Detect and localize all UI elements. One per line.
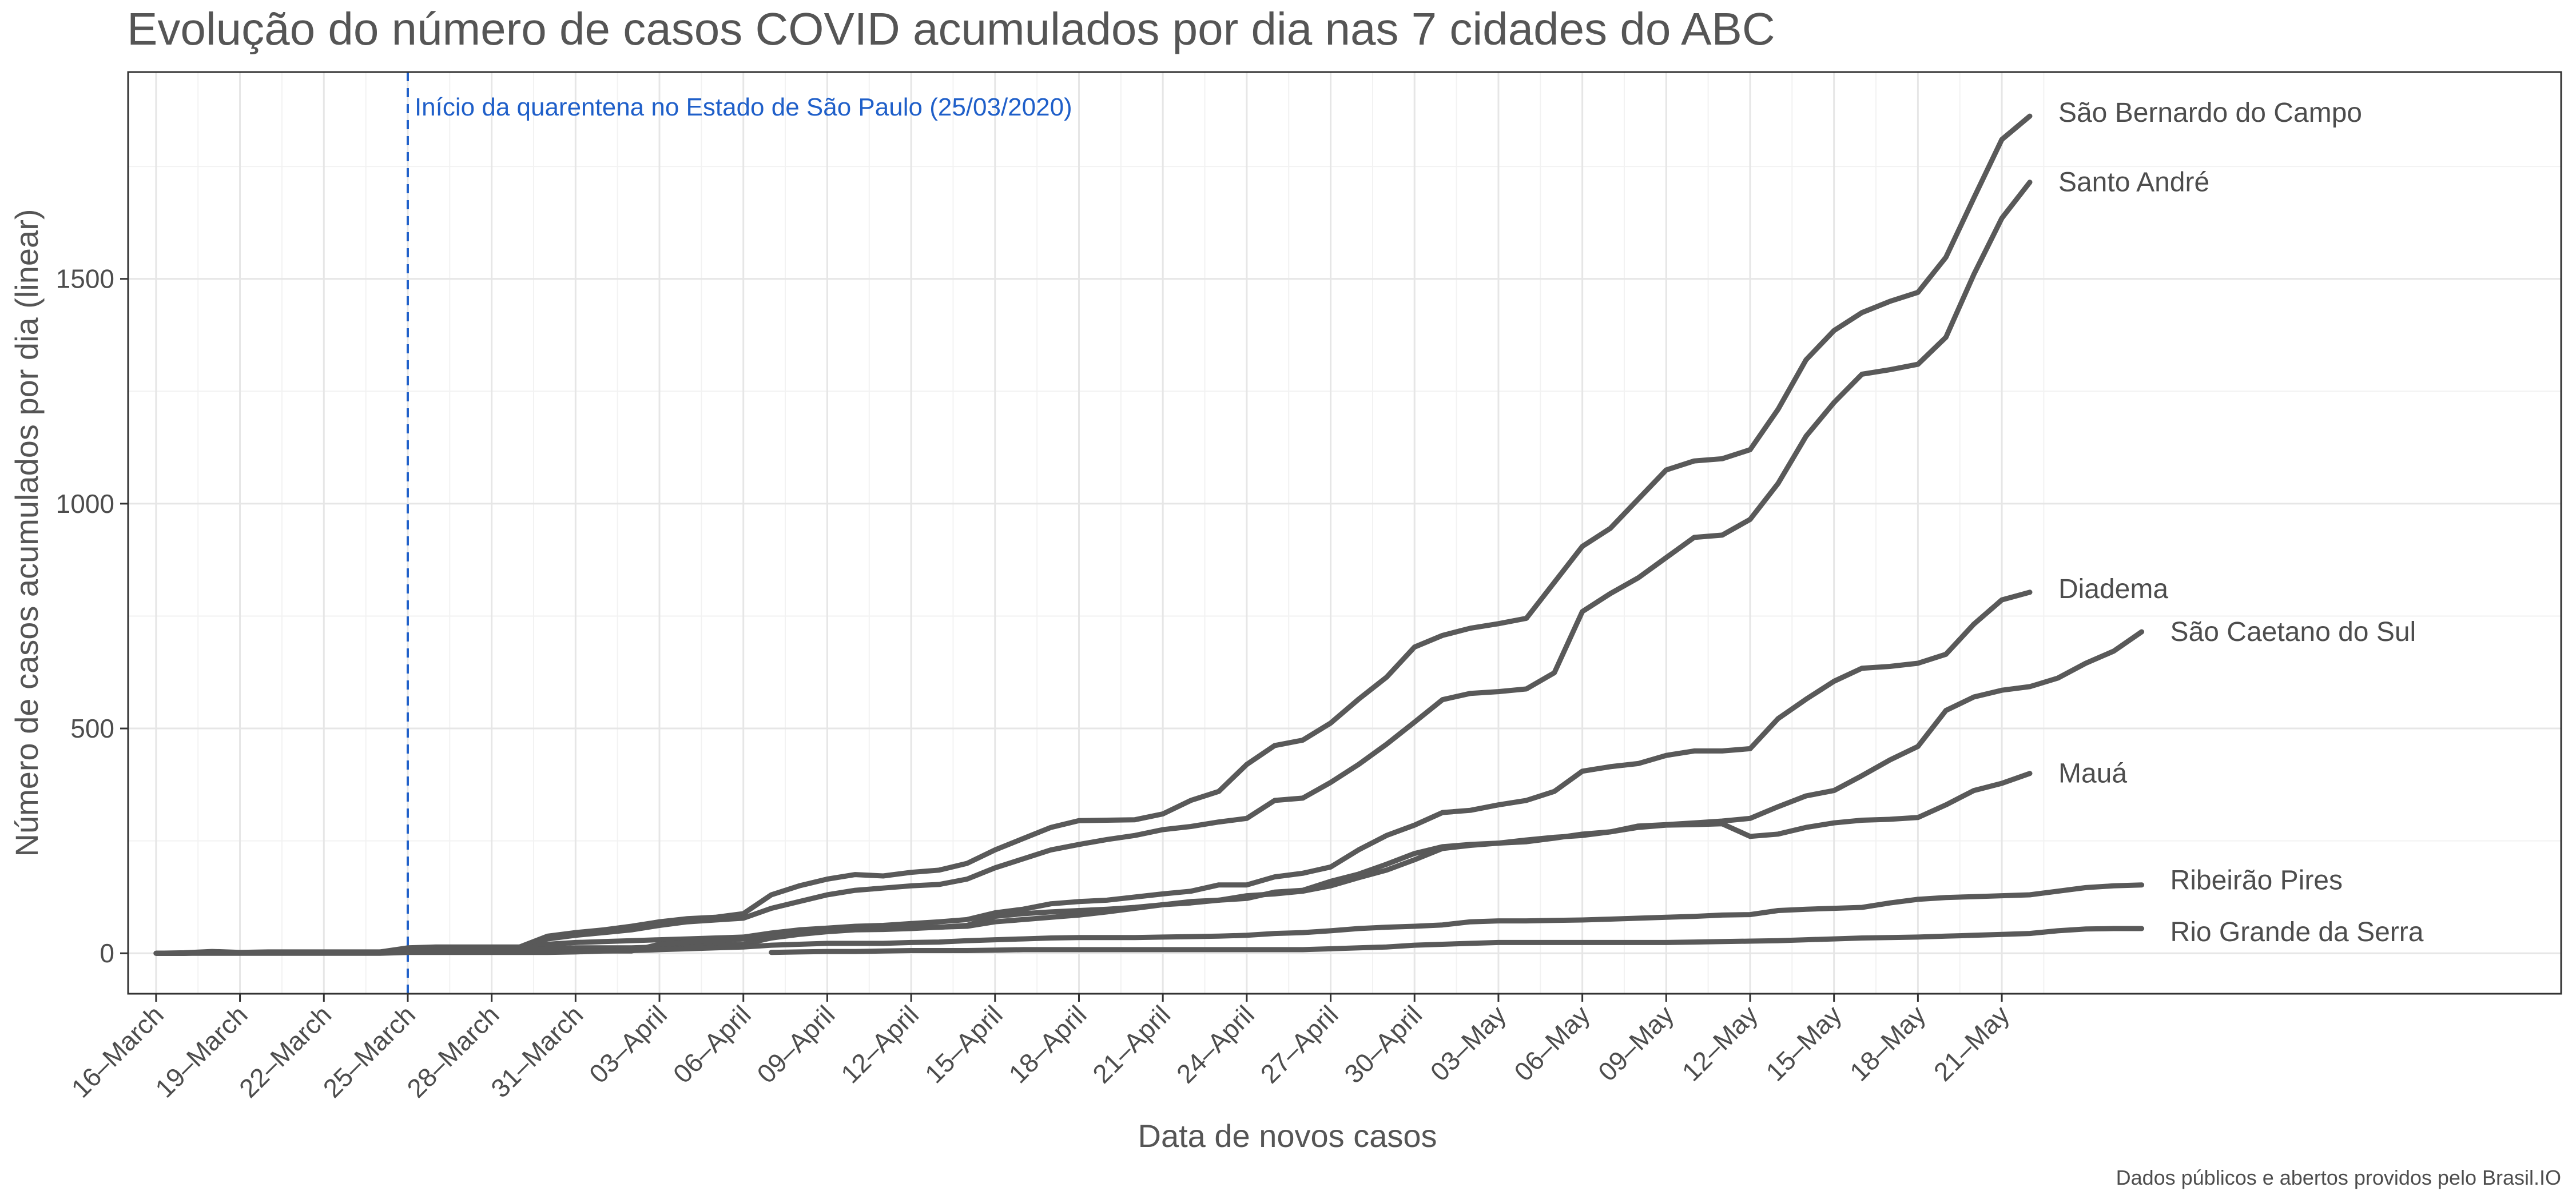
x-tick-label: 30–April: [1338, 999, 1428, 1089]
plot-panel-border: [127, 71, 2562, 995]
x-tick-label: 21–May: [1928, 999, 2015, 1086]
x-tick-label: 09–April: [751, 999, 840, 1089]
x-tick-label: 06–May: [1508, 999, 1595, 1086]
x-tick-label: 06–April: [667, 999, 757, 1089]
x-axis-ticks: 16–March19–March22–March25–March28–March…: [66, 994, 2015, 1104]
x-axis-title: Data de novos casos: [1138, 1118, 1437, 1154]
series-line-diadema: [153, 589, 2033, 956]
series-end-label: São Bernardo do Campo: [2058, 98, 2362, 128]
x-tick-label: 27–April: [1255, 999, 1344, 1089]
x-tick-label: 03–May: [1425, 999, 1512, 1086]
x-tick-label: 12–May: [1676, 999, 1763, 1086]
series-labels: São Bernardo do Campo Santo André Diadema M…: [2058, 98, 2424, 947]
annotation-layer: Início da quarentena no Estado de São Pa…: [406, 72, 1072, 994]
x-tick-label: 19–March: [149, 999, 253, 1103]
quarantine-label: Início da quarentena no Estado de São Pa…: [415, 93, 1072, 121]
x-tick-label: 09–May: [1592, 999, 1679, 1086]
series-end-label: São Caetano do Sul: [2170, 617, 2416, 647]
series-end-label: Santo André: [2058, 168, 2209, 198]
series-line-ribeir-o-pires: [153, 882, 2145, 956]
data-source-caption: Dados públicos e abertos providos pelo B…: [2116, 1166, 2561, 1189]
x-tick-label: 18–April: [1003, 999, 1092, 1089]
x-tick-label: 15–April: [919, 999, 1008, 1089]
series-end-label: Diadema: [2058, 574, 2168, 604]
x-tick-label: 24–April: [1171, 999, 1260, 1089]
series-line-mau-: [153, 771, 2033, 956]
series-line-s-o-caetano-do-sul: [153, 629, 2145, 956]
grid: [128, 72, 2561, 994]
chart-title: Evolução do número de casos COVID acumul…: [127, 3, 1775, 54]
series-end-label: Ribeirão Pires: [2170, 866, 2343, 896]
x-tick-label: 25–March: [317, 999, 421, 1103]
x-tick-label: 21–April: [1087, 999, 1176, 1089]
x-tick-label: 18–May: [1844, 999, 1931, 1086]
x-tick-label: 28–March: [401, 999, 504, 1103]
series-end-label: Rio Grande da Serra: [2170, 917, 2424, 947]
y-tick-label: 0: [100, 938, 114, 968]
series-line-s-o-bernardo-do-campo: [153, 113, 2033, 956]
series-layer: [153, 113, 2145, 956]
y-axis-ticks: 0 500 1000 1500: [56, 264, 128, 968]
x-tick-label: 03–April: [583, 999, 673, 1089]
x-tick-label: 15–May: [1760, 999, 1847, 1086]
y-tick-label: 1000: [56, 489, 114, 519]
y-axis-title: Número de casos acumulados por dia (line…: [9, 209, 45, 857]
series-line-rio-grande-da-serra: [769, 926, 2145, 955]
x-tick-label: 31–March: [485, 999, 589, 1103]
y-tick-label: 1500: [56, 264, 114, 294]
y-tick-label: 500: [70, 714, 114, 743]
x-tick-label: 22–March: [233, 999, 337, 1103]
x-tick-label: 16–March: [66, 999, 169, 1103]
x-tick-label: 12–April: [835, 999, 924, 1089]
series-end-label: Mauá: [2058, 759, 2127, 789]
